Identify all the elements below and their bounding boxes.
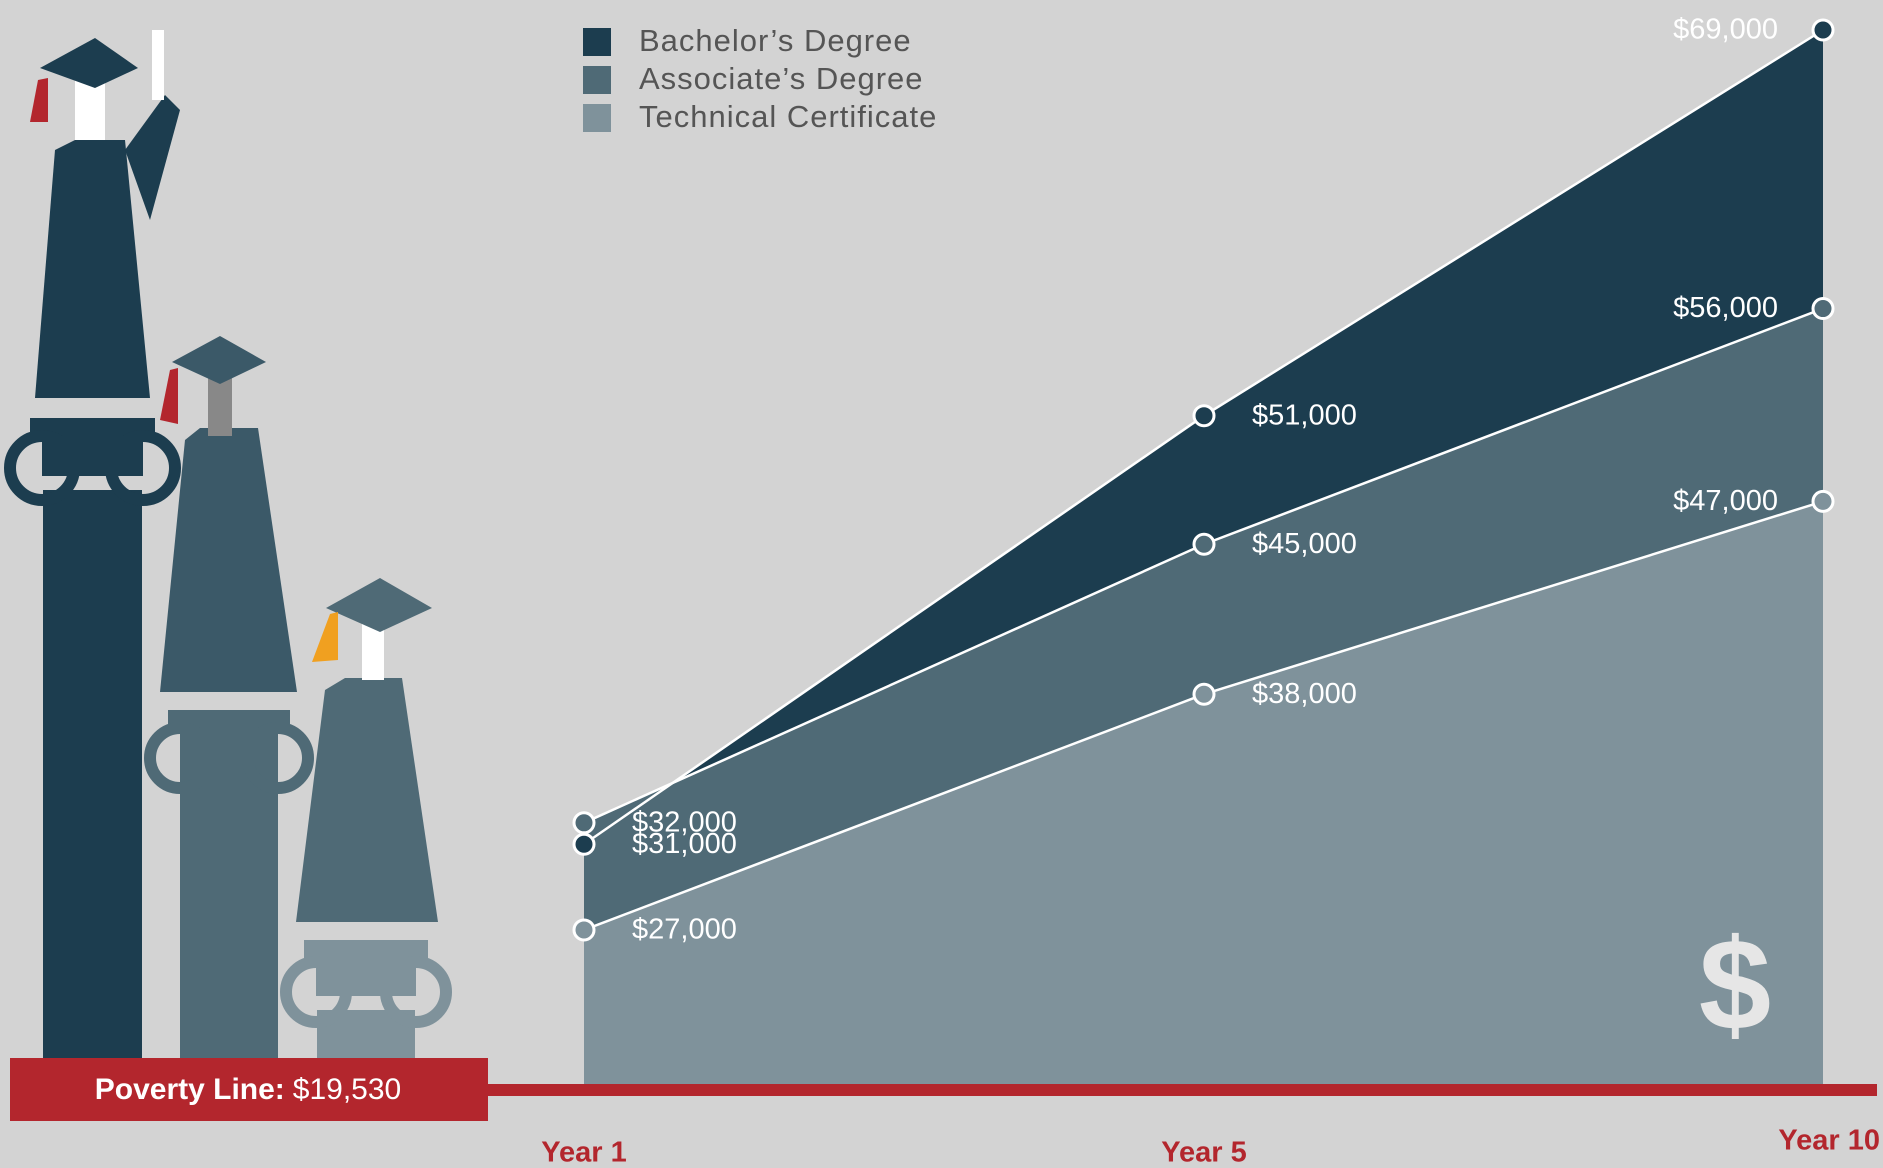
data-point (1813, 299, 1833, 319)
data-point (1194, 406, 1214, 426)
x-tick-label: Year 1 (541, 1137, 626, 1168)
value-label: $27,000 (632, 914, 737, 946)
legend-label: Bachelor’s Degree (639, 23, 912, 58)
poverty-label-value: $19,530 (293, 1073, 401, 1106)
legend-label: Technical Certificate (639, 99, 937, 134)
data-point (574, 920, 594, 940)
data-point (1813, 20, 1833, 40)
data-point (1194, 534, 1214, 554)
legend-swatch (583, 28, 611, 56)
legend-label: Associate’s Degree (639, 61, 924, 96)
value-label: $51,000 (1252, 399, 1357, 431)
chart: $31,000$51,000$69,000$32,000$45,000$56,0… (0, 0, 1883, 1168)
legend-swatch (583, 66, 611, 94)
x-tick-label: Year 5 (1161, 1137, 1246, 1168)
pillar-capital (316, 958, 416, 996)
pillar-capital (180, 728, 278, 764)
pillar (43, 490, 142, 1060)
value-label: $56,000 (1673, 292, 1778, 324)
legend-swatch (583, 104, 611, 132)
data-point (1194, 684, 1214, 704)
data-point (1813, 491, 1833, 511)
diploma (152, 30, 164, 100)
data-point (574, 813, 594, 833)
poverty-label: Poverty Line:$19,530 (95, 1073, 402, 1106)
data-point (574, 834, 594, 854)
x-tick-label: Year 10 (1778, 1125, 1880, 1157)
pillar-capital (304, 940, 428, 958)
value-label: $45,000 (1252, 528, 1357, 560)
pillar-capital (42, 436, 143, 476)
value-label: $38,000 (1252, 678, 1357, 710)
poverty-label-title: Poverty Line: (95, 1073, 285, 1106)
value-label: $32,000 (632, 806, 737, 838)
value-label: $47,000 (1673, 485, 1778, 517)
dollar-icon: $ (1699, 911, 1771, 1057)
value-label: $69,000 (1673, 14, 1778, 46)
pillar (180, 760, 278, 1060)
